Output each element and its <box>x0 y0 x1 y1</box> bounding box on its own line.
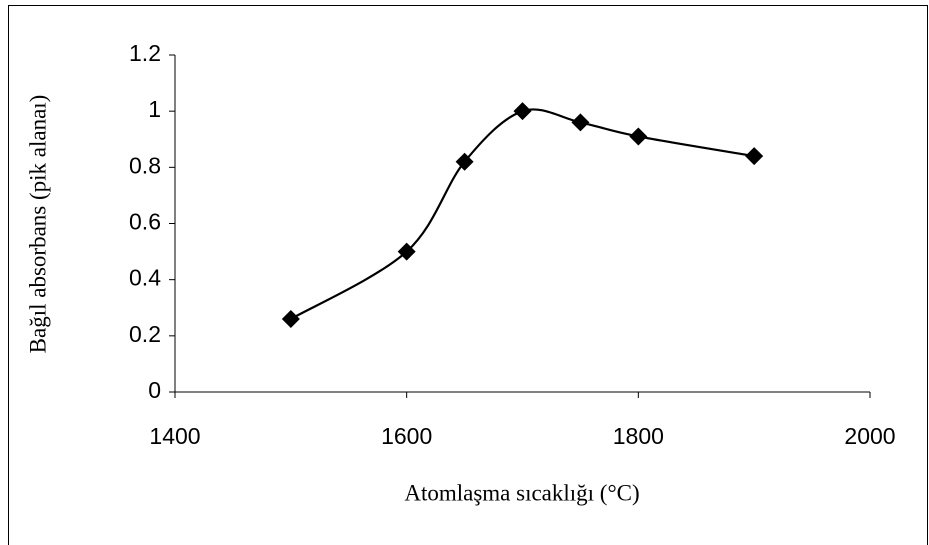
y-tick-label: 0.6 <box>129 209 161 235</box>
data-point <box>745 147 764 166</box>
y-tick-label: 0 <box>148 377 161 403</box>
y-tick-label: 1.2 <box>129 40 161 66</box>
x-tick-label: 1800 <box>613 423 664 449</box>
x-tick-label: 1400 <box>149 423 200 449</box>
chart-frame <box>8 5 928 545</box>
y-axis-label: Bağıl absorbans (pik alanaı) <box>25 95 50 354</box>
x-tick-label: 1600 <box>381 423 432 449</box>
data-point <box>513 102 532 121</box>
data-point <box>455 152 474 171</box>
x-axis-label: Atomlaşma sıcaklığı (°C) <box>404 480 639 505</box>
y-tick-label: 0.2 <box>129 321 161 347</box>
series-line <box>290 108 755 320</box>
y-tick-label: 0.8 <box>129 152 161 178</box>
x-tick-label: 2000 <box>844 423 895 449</box>
y-tick-label: 0.4 <box>129 265 161 291</box>
data-point <box>281 309 300 328</box>
data-point <box>397 242 416 261</box>
y-tick-label: 1 <box>148 96 161 122</box>
data-point <box>629 127 648 146</box>
data-point <box>571 113 590 132</box>
